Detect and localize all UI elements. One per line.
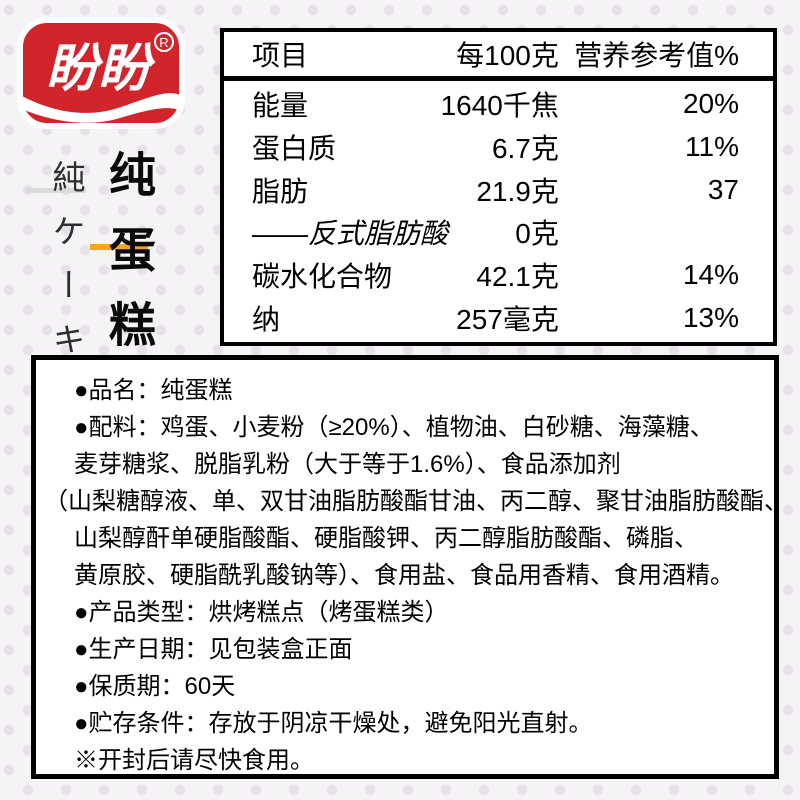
info-line: （山梨糖醇液、单、双甘油脂肪酸酯甘油、丙二醇、聚甘油脂肪酸酯、 [44, 488, 788, 515]
nutrition-cell-value: 21.9克 [476, 175, 559, 207]
nutrition-cell-value: 42.1克 [476, 260, 559, 292]
info-line: ●贮存条件：存放于阴凉干燥处，避免阳光直射。 [74, 710, 593, 737]
nutrition-row: 能量 1640千焦 20% [224, 83, 773, 125]
nutrition-cell-nrv: 20% [682, 88, 739, 120]
nutrition-cell-nrv: 14% [682, 258, 739, 290]
registered-mark: R [159, 35, 168, 50]
nutrition-table: 项目 每100克 营养参考值% 能量 1640千焦 20% 蛋白质 6.7克 11% 脂肪 2… [220, 28, 777, 346]
nutrition-cell-item: 蛋白质 [252, 132, 337, 164]
nutrition-cell-nrv: 11% [685, 130, 739, 162]
brand-logo: 盼盼 R [16, 16, 186, 130]
nutrition-cell-nrv: 13% [682, 301, 739, 333]
nutrition-row: 脂肪 21.9克 37 [224, 169, 773, 211]
product-title-japanese: 純ケーキ [47, 160, 86, 376]
nutrition-cell-item: 纳 [252, 303, 281, 335]
product-info-box: ●品名：纯蛋糕 ●配料：鸡蛋、小麦粉（≥20%）、植物油、白砂糖、海藻糖、 麦芽糖浆… [31, 355, 788, 779]
nutrition-cell-item: 脂肪 [252, 175, 309, 207]
nutrition-row: 蛋白质 6.7克 11% [224, 126, 773, 168]
nutrition-row: 碳水化合物 42.1克 14% [224, 254, 773, 296]
nutrition-cell-nrv: 37 [707, 173, 739, 205]
nutrition-cell-item: ——反式脂肪酸 [252, 218, 449, 250]
info-line: 麦芽糖浆、脱脂乳粉（大于等于1.6%）、食品添加剂 [74, 451, 621, 478]
nutrition-cell-value: 6.7克 [491, 132, 559, 164]
nutrition-cell-item: 能量 [252, 90, 309, 122]
nutrition-cell-value: 257毫克 [456, 303, 559, 335]
nutrition-cell-item: 碳水化合物 [252, 260, 393, 292]
header-item: 项目 [252, 40, 309, 71]
orange-accent-bar [90, 244, 148, 250]
info-line: 黄原胶、硬脂酰乳酸钠等）、食用盐、食品用香精、食用酒精。 [74, 562, 734, 589]
info-line: ●保质期：60天 [74, 673, 236, 700]
nutrition-table-body: 能量 1640千焦 20% 蛋白质 6.7克 11% 脂肪 21.9克 37 ——反式脂肪酸 0克碳… [224, 81, 773, 341]
header-nrv: 营养参考值% [574, 40, 739, 71]
info-line: ●产品类型：烘烤糕点（烤蛋糕类） [74, 599, 449, 626]
info-line: 山梨醇酐单硬脂酸酯、硬脂酸钾、丙二醇脂肪酸酯、磷脂、 [74, 525, 698, 552]
info-line: ●品名：纯蛋糕 [74, 377, 233, 404]
gray-accent-bar [26, 188, 86, 193]
nutrition-table-header: 项目 每100克 营养参考值% [224, 32, 773, 81]
panpan-logo-icon: 盼盼 R [17, 17, 185, 129]
info-line: ※开封后请尽快食用。 [74, 747, 314, 774]
nutrition-row: 纳 257毫克 13% [224, 297, 773, 339]
nutrition-cell-value: 0克 [515, 218, 559, 250]
info-line: ●生产日期：见包装盒正面 [74, 636, 353, 663]
product-title-chinese: 纯蛋糕 [102, 150, 155, 375]
logo-brand-text: 盼盼 [46, 40, 156, 98]
header-per-100g: 每100克 [456, 40, 559, 71]
info-line: ●配料：鸡蛋、小麦粉（≥20%）、植物油、白砂糖、海藻糖、 [74, 414, 714, 441]
nutrition-cell-value: 1640千焦 [440, 90, 559, 122]
nutrition-row: ——反式脂肪酸 0克 [224, 211, 773, 253]
